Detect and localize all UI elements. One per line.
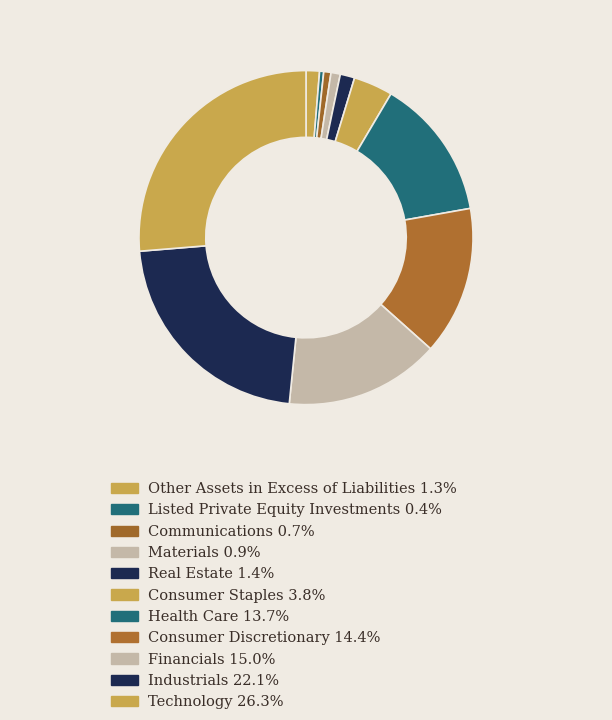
Wedge shape — [316, 71, 331, 138]
Wedge shape — [314, 71, 324, 138]
Wedge shape — [327, 74, 354, 142]
Wedge shape — [335, 78, 391, 151]
Wedge shape — [140, 246, 296, 404]
Wedge shape — [321, 73, 340, 140]
Wedge shape — [306, 71, 319, 138]
Legend: Other Assets in Excess of Liabilities 1.3%, Listed Private Equity Investments 0.: Other Assets in Excess of Liabilities 1.… — [111, 482, 457, 709]
Wedge shape — [289, 305, 431, 405]
Wedge shape — [357, 94, 471, 220]
Wedge shape — [381, 208, 473, 349]
Wedge shape — [139, 71, 306, 251]
